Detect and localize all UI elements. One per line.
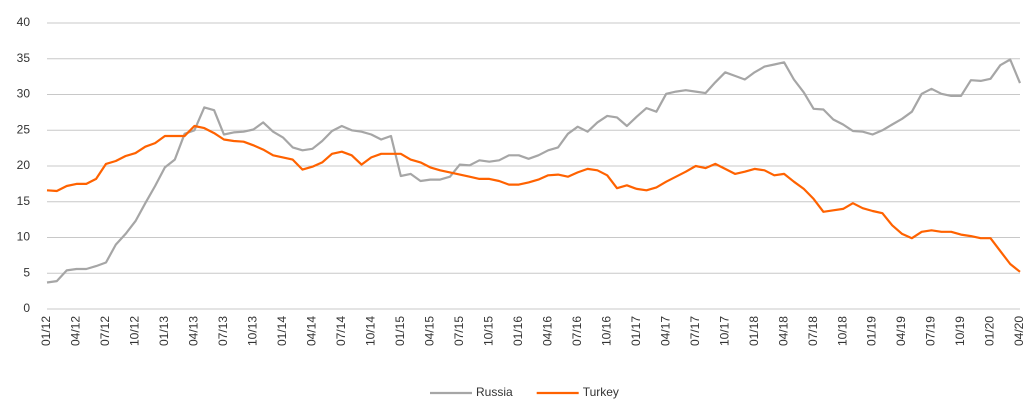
x-tick-label: 01/18 — [747, 316, 761, 346]
y-tick-label: 25 — [17, 122, 31, 136]
x-tick-label: 04/15 — [422, 316, 436, 346]
x-tick-label: 01/19 — [865, 316, 879, 346]
x-tick-label: 10/19 — [953, 316, 967, 346]
y-tick-label: 15 — [17, 194, 31, 208]
x-tick-label: 07/15 — [452, 316, 466, 346]
x-tick-label: 01/14 — [275, 316, 289, 346]
x-tick-label: 07/16 — [570, 316, 584, 346]
x-tick-label: 10/17 — [717, 316, 731, 346]
x-tick-label: 04/20 — [1012, 316, 1024, 346]
x-tick-label: 07/19 — [924, 316, 938, 346]
legend-item: Russia — [430, 385, 513, 399]
series-line — [46, 124, 1021, 273]
x-tick-label: 07/14 — [334, 316, 348, 346]
x-tick-label: 04/16 — [540, 316, 554, 346]
x-tick-label: 01/13 — [157, 316, 171, 346]
y-tick-label: 0 — [23, 301, 30, 315]
legend-item: Turkey — [536, 385, 619, 399]
y-tick-label: 20 — [17, 158, 31, 172]
x-tick-label: 10/12 — [128, 316, 142, 346]
y-tick-label: 35 — [17, 51, 31, 65]
y-tick-label: 5 — [23, 265, 30, 279]
legend-label: Turkey — [583, 385, 619, 399]
x-tick-label: 07/18 — [806, 316, 820, 346]
x-tick-label: 01/17 — [629, 316, 643, 346]
x-tick-label: 07/13 — [216, 316, 230, 346]
x-tick-label: 10/13 — [246, 316, 260, 346]
y-tick-label: 10 — [17, 230, 31, 244]
y-tick-label: 30 — [17, 87, 31, 101]
x-tick-label: 01/15 — [393, 316, 407, 346]
x-tick-label: 07/17 — [688, 316, 702, 346]
x-tick-label: 01/16 — [511, 316, 525, 346]
y-tick-label: 40 — [17, 15, 31, 29]
x-tick-label: 04/17 — [658, 316, 672, 346]
legend-label: Russia — [476, 385, 513, 399]
x-tick-label: 01/12 — [39, 316, 53, 346]
x-tick-label: 10/14 — [364, 316, 378, 346]
series-line — [46, 58, 1022, 284]
x-tick-label: 10/15 — [481, 316, 495, 346]
x-tick-label: 10/18 — [835, 316, 849, 346]
x-tick-label: 04/12 — [69, 316, 83, 346]
x-tick-label: 04/19 — [894, 316, 908, 346]
x-tick-label: 01/20 — [983, 316, 997, 346]
x-tick-label: 04/14 — [305, 316, 319, 346]
x-tick-label: 10/16 — [599, 316, 613, 346]
x-tick-label: 04/13 — [187, 316, 201, 346]
x-tick-label: 04/18 — [776, 316, 790, 346]
x-tick-label: 07/12 — [98, 316, 112, 346]
